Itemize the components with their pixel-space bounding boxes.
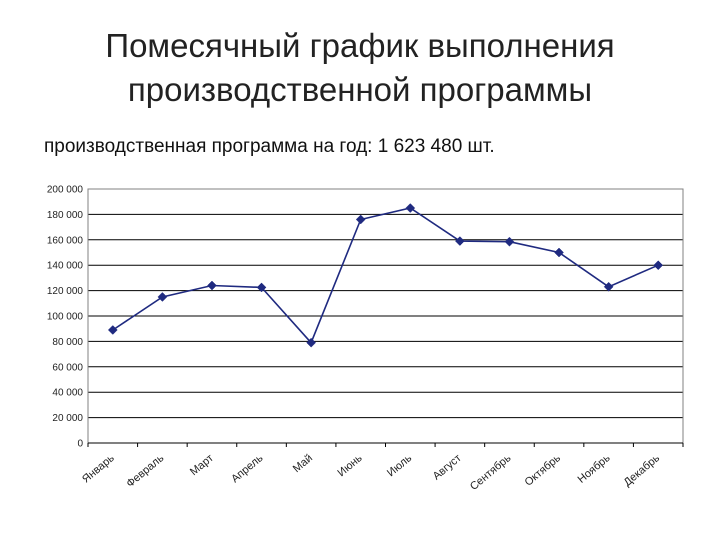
x-tick-label: Август (431, 452, 464, 482)
y-tick-label: 180 000 (47, 210, 84, 221)
data-point (603, 281, 614, 292)
x-tick-label: Октябрь (523, 452, 564, 489)
data-point (455, 236, 465, 246)
data-point (653, 260, 664, 271)
y-tick-label: 200 000 (47, 185, 84, 196)
y-tick-label: 160 000 (47, 235, 84, 246)
x-tick-label: Июль (385, 452, 414, 479)
y-tick-label: 120 000 (47, 286, 84, 297)
x-tick-label: Апрель (229, 452, 266, 485)
x-tick-label: Июнь (335, 452, 364, 479)
y-tick-label: 140 000 (47, 261, 84, 272)
y-tick-label: 0 (77, 439, 83, 450)
x-tick-label: Ноябрь (576, 452, 613, 486)
data-point (157, 292, 168, 302)
x-tick-label: Январь (80, 452, 117, 486)
data-point (207, 280, 217, 291)
y-tick-label: 100 000 (47, 312, 84, 323)
y-tick-label: 40 000 (52, 388, 83, 399)
x-tick-label: Декабрь (622, 452, 663, 489)
data-point (256, 282, 267, 293)
slide-title-line-2: производственной программы (127, 71, 593, 108)
data-point (405, 203, 416, 213)
data-point (306, 337, 316, 348)
data-point (504, 236, 515, 247)
slide-title: Помесячный график выполнения производств… (0, 24, 720, 112)
y-tick-label: 20 000 (52, 413, 83, 424)
data-point (355, 214, 366, 225)
data-point (107, 325, 118, 335)
x-tick-label: Сентябрь (468, 452, 514, 493)
x-tick-label: Март (188, 452, 216, 478)
x-tick-label: Май (291, 452, 315, 475)
slide-subtitle: производственная программа на год: 1 623… (44, 136, 495, 157)
series-line (112, 207, 659, 345)
slide-title-line-1: Помесячный график выполнения (105, 27, 615, 64)
data-point (554, 247, 564, 258)
x-tick-label: Февраль (124, 452, 166, 490)
y-tick-label: 80 000 (52, 337, 83, 348)
y-tick-label: 60 000 (52, 362, 83, 373)
